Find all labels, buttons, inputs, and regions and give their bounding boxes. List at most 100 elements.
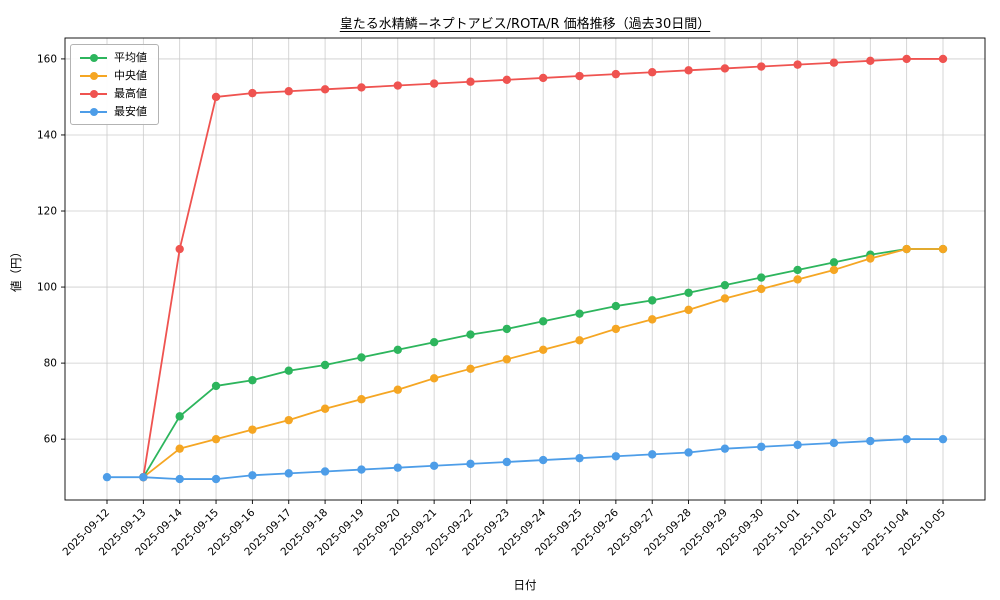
data-point-最安値 <box>829 438 839 448</box>
data-point-最安値 <box>211 474 221 484</box>
data-point-中央値 <box>284 415 293 425</box>
data-point-最高値 <box>248 88 257 98</box>
data-point-中央値 <box>320 404 330 413</box>
legend-item-中央値: 中央値 <box>80 70 147 81</box>
series-line-最安値 <box>106 438 944 480</box>
data-point-最高値 <box>938 54 948 64</box>
data-point-中央値 <box>648 315 657 324</box>
legend-marker-icon <box>80 70 107 81</box>
data-point-最安値 <box>320 467 330 476</box>
data-point-中央値 <box>902 244 911 254</box>
legend-marker-icon <box>80 52 107 63</box>
data-point-最高値 <box>720 64 730 73</box>
data-point-中央値 <box>611 324 621 334</box>
legend-label: 最高値 <box>114 87 147 100</box>
data-point-最高値 <box>357 83 366 92</box>
data-point-最安値 <box>429 461 439 470</box>
data-point-平均値 <box>502 324 512 334</box>
chart-title: 皇たる水精鱗−ネプトアビス/ROTA/R 価格推移（過去30日間） <box>339 17 711 32</box>
data-point-最高値 <box>466 77 475 86</box>
data-point-最安値 <box>575 453 584 463</box>
data-point-最高値 <box>429 79 439 88</box>
data-point-最安値 <box>502 457 512 467</box>
data-point-平均値 <box>648 296 657 305</box>
data-point-最安値 <box>284 469 293 478</box>
legend-marker-icon <box>80 88 107 99</box>
data-point-最安値 <box>938 434 948 444</box>
legend-marker-icon <box>80 106 107 117</box>
legend-label: 平均値 <box>114 51 147 64</box>
data-point-最高値 <box>575 71 584 81</box>
data-point-中央値 <box>429 374 439 383</box>
legend-dot-icon <box>90 89 98 98</box>
y-tick-label: 80 <box>44 358 57 370</box>
data-point-最高値 <box>284 87 293 96</box>
data-point-最高値 <box>866 56 875 66</box>
legend: 平均値中央値最高値最安値 <box>70 44 159 125</box>
data-point-中央値 <box>502 355 512 364</box>
data-point-平均値 <box>284 366 293 375</box>
data-point-最安値 <box>684 448 693 457</box>
data-point-平均値 <box>393 345 402 355</box>
data-point-最安値 <box>902 434 911 444</box>
data-point-平均値 <box>793 265 802 275</box>
axes-border <box>64 37 986 501</box>
data-point-最安値 <box>793 440 802 450</box>
data-point-平均値 <box>357 353 366 362</box>
y-tick-label: 100 <box>37 282 57 294</box>
data-point-平均値 <box>175 412 184 421</box>
data-point-最安値 <box>466 459 475 469</box>
legend-dot-icon <box>90 107 98 116</box>
data-point-中央値 <box>575 336 584 345</box>
data-point-最高値 <box>175 244 184 254</box>
data-point-平均値 <box>429 337 439 347</box>
data-point-最安値 <box>139 472 148 482</box>
y-tick-label: 140 <box>37 129 57 141</box>
data-point-最高値 <box>393 81 402 90</box>
data-point-最高値 <box>538 73 548 83</box>
y-tick-label: 60 <box>44 434 57 446</box>
x-axis-label: 日付 <box>513 578 537 592</box>
data-point-最高値 <box>648 68 657 77</box>
data-point-平均値 <box>538 317 548 326</box>
legend-dot-icon <box>90 53 98 62</box>
data-point-平均値 <box>466 330 475 339</box>
data-point-最安値 <box>393 463 402 472</box>
data-point-平均値 <box>248 376 257 385</box>
legend-label: 最安値 <box>114 105 147 118</box>
data-point-平均値 <box>211 381 221 391</box>
data-point-最安値 <box>248 471 257 480</box>
data-point-中央値 <box>466 364 475 374</box>
data-point-最高値 <box>611 69 621 79</box>
data-point-中央値 <box>829 265 839 275</box>
data-point-最高値 <box>757 62 766 71</box>
data-point-平均値 <box>829 258 839 267</box>
data-point-中央値 <box>248 425 257 434</box>
data-point-平均値 <box>720 280 730 290</box>
data-point-最安値 <box>611 452 621 461</box>
data-point-最安値 <box>538 455 548 465</box>
y-tick-label: 120 <box>37 206 57 218</box>
data-point-最高値 <box>829 58 839 67</box>
data-point-最高値 <box>684 66 693 75</box>
data-point-平均値 <box>611 301 621 311</box>
data-point-最安値 <box>648 450 657 459</box>
y-tick-label: 160 <box>37 53 57 65</box>
data-point-最安値 <box>175 474 184 484</box>
data-point-中央値 <box>938 244 948 254</box>
data-point-最高値 <box>902 54 911 64</box>
data-point-中央値 <box>393 385 402 394</box>
data-point-最高値 <box>502 75 512 85</box>
data-point-平均値 <box>757 273 766 282</box>
data-point-中央値 <box>757 284 766 294</box>
legend-item-平均値: 平均値 <box>80 52 147 63</box>
data-point-平均値 <box>684 288 693 297</box>
data-point-最安値 <box>102 472 112 482</box>
data-point-最安値 <box>866 436 875 446</box>
data-point-中央値 <box>175 444 184 453</box>
data-point-平均値 <box>575 309 584 318</box>
legend-item-最高値: 最高値 <box>80 88 147 99</box>
data-point-中央値 <box>211 434 221 444</box>
